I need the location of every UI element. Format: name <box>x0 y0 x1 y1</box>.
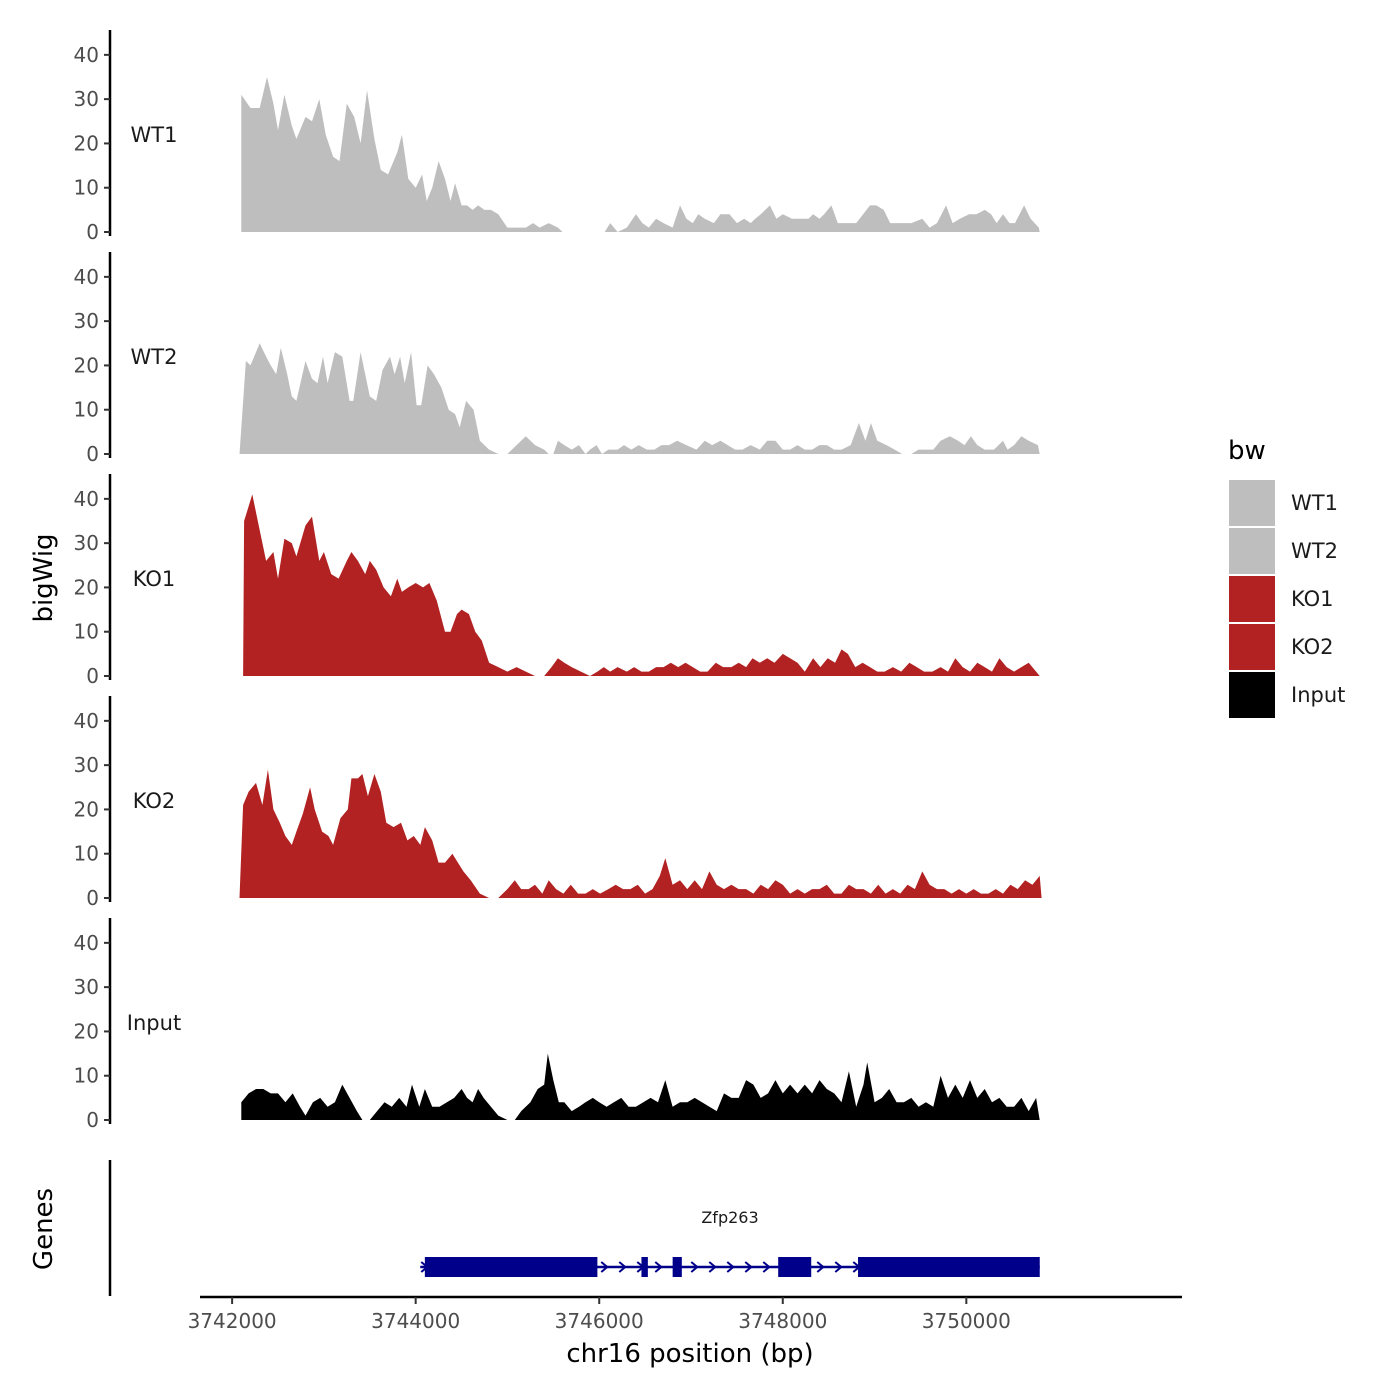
track-label-ko1: KO1 <box>133 567 176 591</box>
strand-arrow <box>726 1261 735 1273</box>
strand-arrow <box>816 1261 825 1273</box>
x-tick-label: 3750000 <box>922 1309 1011 1333</box>
legend-label: WT2 <box>1291 539 1338 563</box>
gene-track: Zfp263 <box>108 1160 1040 1296</box>
gene-exon <box>424 1257 598 1277</box>
y-tick-label: 30 <box>74 87 99 111</box>
legend-item-wt2: WT2 <box>1229 528 1338 574</box>
strand-arrow <box>762 1261 771 1273</box>
y-tick-label: 30 <box>74 975 99 999</box>
y-tick-label: 20 <box>74 797 99 821</box>
x-tick-label: 3744000 <box>371 1309 460 1333</box>
legend-item-ko1: KO1 <box>1229 576 1334 622</box>
legend-items: WT1 WT2 KO1 KO2 Input <box>1229 480 1345 718</box>
legend-title: bw <box>1228 436 1266 466</box>
x-axis-title: chr16 position (bp) <box>566 1339 813 1369</box>
legend-swatch <box>1229 624 1275 670</box>
y-tick-label: 10 <box>74 842 99 866</box>
track-label-wt2: WT2 <box>131 345 178 369</box>
strand-arrow <box>744 1261 753 1273</box>
x-tick-label: 3746000 <box>555 1309 644 1333</box>
gene-exon <box>858 1257 1040 1277</box>
strand-arrow <box>834 1261 843 1273</box>
track-input: 0 10 20 30 40 Input <box>74 918 1040 1132</box>
gene-zfp263: Zfp263 <box>420 1208 1040 1277</box>
legend-label: Input <box>1291 683 1345 707</box>
strand-arrow <box>654 1261 663 1273</box>
y-tick-label: 10 <box>74 620 99 644</box>
bigwig-tracks: 0 10 20 30 40 WT1 0 10 20 30 40 WT2 0 10 20 30 40 KO1 0 10 2… <box>74 30 1042 1132</box>
track-wt1: 0 10 20 30 40 WT1 <box>74 30 1040 244</box>
signal-area-wt2 <box>239 343 1040 454</box>
strand-arrow <box>600 1261 609 1273</box>
y-tick-label: 10 <box>74 176 99 200</box>
signal-area-ko2 <box>239 769 1042 898</box>
y-tick-label: 0 <box>86 886 99 910</box>
y-tick-label: 30 <box>74 531 99 555</box>
y-tick-label: 0 <box>86 442 99 466</box>
track-ko1: 0 10 20 30 40 KO1 <box>74 474 1040 688</box>
signal-area-ko1 <box>243 494 1040 676</box>
strand-arrow <box>708 1261 717 1273</box>
x-axis: 3742000 3744000 3746000 3748000 3750000 <box>188 1295 1182 1333</box>
legend-swatch <box>1229 672 1275 718</box>
y-tick-label: 0 <box>86 1108 99 1132</box>
y-tick-label: 0 <box>86 220 99 244</box>
y-axis-title: bigWig <box>29 533 59 622</box>
y-tick-label: 10 <box>74 1064 99 1088</box>
legend-swatch <box>1229 480 1275 526</box>
y-tick-label: 40 <box>74 43 99 67</box>
track-ko2: 0 10 20 30 40 KO2 <box>74 696 1042 910</box>
legend-label: WT1 <box>1291 491 1338 515</box>
track-wt2: 0 10 20 30 40 WT2 <box>74 252 1040 466</box>
y-tick-label: 30 <box>74 309 99 333</box>
y-tick-label: 40 <box>74 709 99 733</box>
x-tick-label: 3748000 <box>738 1309 827 1333</box>
legend-swatch <box>1229 528 1275 574</box>
y-tick-label: 0 <box>86 664 99 688</box>
x-tick-label: 3742000 <box>188 1309 277 1333</box>
y-tick-label: 20 <box>74 575 99 599</box>
track-label-ko2: KO2 <box>133 789 176 813</box>
legend-swatch <box>1229 576 1275 622</box>
legend-item-input: Input <box>1229 672 1345 718</box>
gene-exon <box>641 1257 648 1277</box>
y-tick-label: 40 <box>74 931 99 955</box>
gene-exon <box>672 1257 682 1277</box>
legend-label: KO2 <box>1291 635 1334 659</box>
track-label-wt1: WT1 <box>131 123 178 147</box>
strand-arrow <box>690 1261 699 1273</box>
y-tick-label: 40 <box>74 265 99 289</box>
legend-item-wt1: WT1 <box>1229 480 1338 526</box>
y-tick-label: 10 <box>74 398 99 422</box>
strand-arrow <box>618 1261 627 1273</box>
signal-area-wt1 <box>241 77 1040 232</box>
y-tick-label: 20 <box>74 353 99 377</box>
legend-item-ko2: KO2 <box>1229 624 1334 670</box>
gene-exon <box>778 1257 812 1277</box>
track-label-input: Input <box>127 1011 181 1035</box>
legend-label: KO1 <box>1291 587 1334 611</box>
genes-track-title: Genes <box>29 1188 59 1270</box>
y-tick-label: 20 <box>74 131 99 155</box>
y-tick-label: 20 <box>74 1019 99 1043</box>
signal-area-input <box>241 1053 1040 1120</box>
legend: bw WT1 WT2 KO1 KO2 Input <box>1228 436 1345 718</box>
y-tick-label: 40 <box>74 487 99 511</box>
gene-name-label: Zfp263 <box>701 1208 758 1227</box>
y-tick-label: 30 <box>74 753 99 777</box>
